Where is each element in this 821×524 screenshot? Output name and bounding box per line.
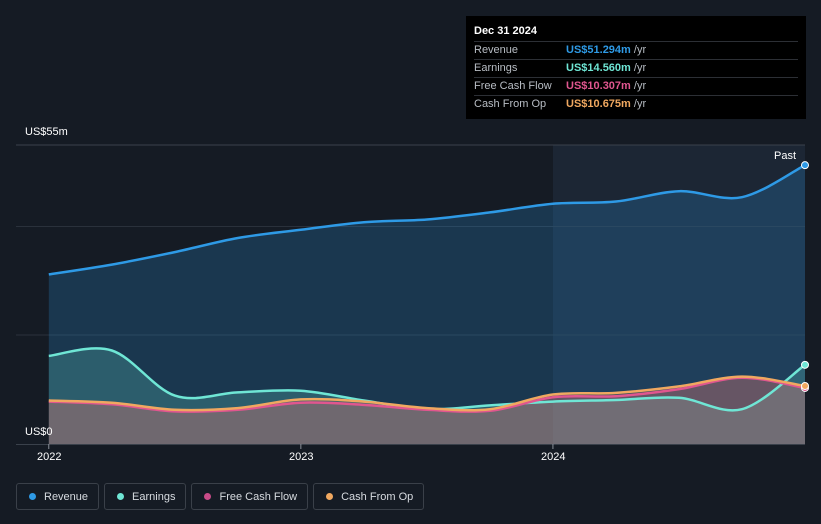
x-tick-label-2023: 2023 (289, 451, 314, 463)
tooltip-label: Free Cash Flow (474, 80, 552, 92)
legend-item-free-cash-flow[interactable]: Free Cash Flow (191, 483, 309, 510)
tooltip-row-earnings: Earnings US$14.560m /yr (474, 59, 798, 77)
past-label: Past (774, 150, 797, 162)
tooltip-unit: /yr (633, 62, 647, 74)
cash-from-op-dot-icon (326, 493, 334, 500)
y-tick-label-top: US$55m (25, 126, 68, 138)
revenue-line (48, 163, 806, 276)
earnings-area (48, 348, 806, 444)
cash-from-op-line (48, 375, 806, 412)
tooltip-label: Earnings (474, 62, 518, 74)
y-tick-label-zero: US$0 (25, 426, 53, 438)
tooltip-label: Revenue (474, 44, 519, 56)
legend-label: Revenue (44, 490, 89, 503)
tooltip-row-revenue: Revenue US$51.294m /yr (474, 41, 798, 59)
tooltip-unit: /yr (633, 44, 647, 56)
revenue-dot-icon (29, 493, 36, 500)
revenue-end-point[interactable] (801, 161, 809, 170)
legend-label: Free Cash Flow (219, 490, 298, 503)
tooltip-label: Cash From Op (474, 98, 547, 110)
tooltip-value: US$14.560m (566, 62, 631, 74)
cash-from-op-end-point[interactable] (801, 381, 809, 390)
tooltip-row-cash-from-op: Cash From Op US$10.675m /yr (474, 95, 798, 113)
tooltip-value: US$51.294m (566, 44, 631, 56)
x-tick-label-2022: 2022 (37, 451, 62, 463)
legend-label: Earnings (132, 490, 176, 503)
earnings-end-point[interactable] (801, 360, 809, 369)
tooltip-value: US$10.307m (566, 80, 631, 92)
tooltip-date: Dec 31 2024 (474, 25, 537, 37)
tooltip-row-free-cash-flow: Free Cash Flow US$10.307m /yr (474, 77, 798, 95)
legend: Revenue Earnings Free Cash Flow Cash Fro… (16, 483, 429, 510)
free-cash-flow-dot-icon (204, 493, 212, 500)
tooltip: Dec 31 2024 Revenue US$51.294m /yr Earnin… (466, 16, 806, 119)
legend-item-earnings[interactable]: Earnings (104, 483, 187, 510)
tooltip-value: US$10.675m (566, 98, 631, 110)
x-tick-label-2024: 2024 (541, 451, 566, 463)
revenue-area (48, 165, 806, 444)
free-cash-flow-line (48, 376, 806, 413)
earnings-dot-icon (117, 493, 125, 500)
legend-item-cash-from-op[interactable]: Cash From Op (313, 483, 425, 510)
tooltip-unit: /yr (633, 80, 647, 92)
legend-label: Cash From Op (341, 490, 414, 503)
past-shade (553, 145, 805, 445)
legend-item-revenue[interactable]: Revenue (16, 483, 100, 510)
tooltip-unit: /yr (633, 98, 647, 110)
